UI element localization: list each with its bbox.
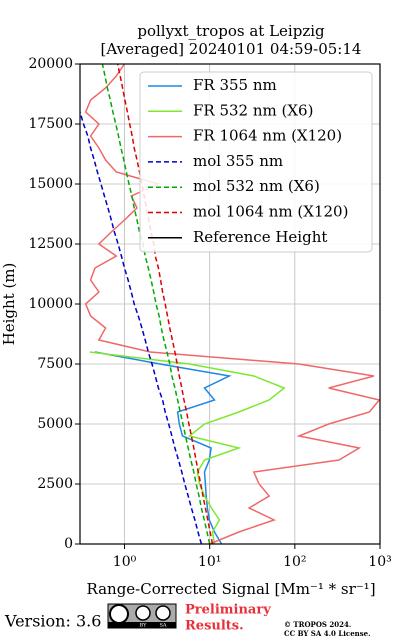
y-tick-label: 0: [64, 536, 73, 552]
legend: FR 355 nm FR 532 nm (X6) FR 1064 nm (X120)…: [148, 76, 348, 246]
legend-entry: FR 532 nm (X6): [193, 101, 313, 119]
legend-entry: mol 355 nm: [193, 152, 283, 170]
x-tick-label: 10³: [368, 554, 391, 570]
badge-strip: [108, 622, 176, 628]
preliminary-text: Results.: [185, 619, 244, 634]
cc-icon: [109, 604, 129, 624]
version: Version: 3.6: [4, 612, 101, 631]
legend-entry: mol 1064 nm (X120): [193, 203, 348, 221]
y-tick-label: 5000: [37, 416, 73, 432]
axes: 0 2500 5000 7500 10000 12500 15000 17500 20000 10…: [28, 56, 391, 570]
badge-label: SA: [159, 623, 166, 629]
chart-title: pollyxt_tropos at Leipzig: [137, 22, 325, 40]
y-tick-label: 20000: [28, 56, 73, 72]
y-tick-label: 17500: [28, 116, 73, 132]
license-badge: BY SA: [107, 603, 177, 629]
x-tick-label: 10¹: [198, 554, 221, 570]
x-axis-label: Range-Corrected Signal [Mm⁻¹ * sr⁻¹]: [86, 580, 375, 598]
y-tick-label: 2500: [37, 476, 73, 492]
y-axis-label: Height (m): [0, 263, 18, 346]
y-tick-label: 15000: [28, 176, 73, 192]
legend-entry: mol 532 nm (X6): [193, 177, 320, 195]
legend-entry: FR 1064 nm (X120): [193, 127, 342, 145]
x-tick-label: 10²: [283, 554, 306, 570]
series-line: [101, 64, 211, 544]
series-line: [84, 64, 380, 544]
preliminary-text: Preliminary: [185, 603, 271, 618]
y-tick-label: 10000: [28, 296, 73, 312]
x-tick-label: 10⁰: [113, 554, 137, 570]
by-icon: [135, 605, 151, 621]
legend-entry: Reference Height: [193, 228, 327, 246]
sa-icon: [155, 605, 171, 621]
series-line: [89, 351, 286, 544]
series-line: [80, 111, 203, 544]
copyright: CC BY SA 4.0 License.: [284, 629, 371, 638]
legend-entry: FR 355 nm: [193, 76, 277, 94]
y-tick-label: 12500: [28, 236, 73, 252]
series-line: [94, 351, 232, 544]
plot-lines: [80, 64, 380, 544]
series-line: [116, 64, 214, 544]
chart-subtitle: [Averaged] 20240101 04:59-05:14: [101, 40, 362, 58]
legend-box: [139, 71, 373, 253]
badge-label: BY: [140, 623, 148, 629]
copyright: © TROPOS 2024.: [284, 620, 351, 629]
y-tick-label: 7500: [37, 356, 73, 372]
